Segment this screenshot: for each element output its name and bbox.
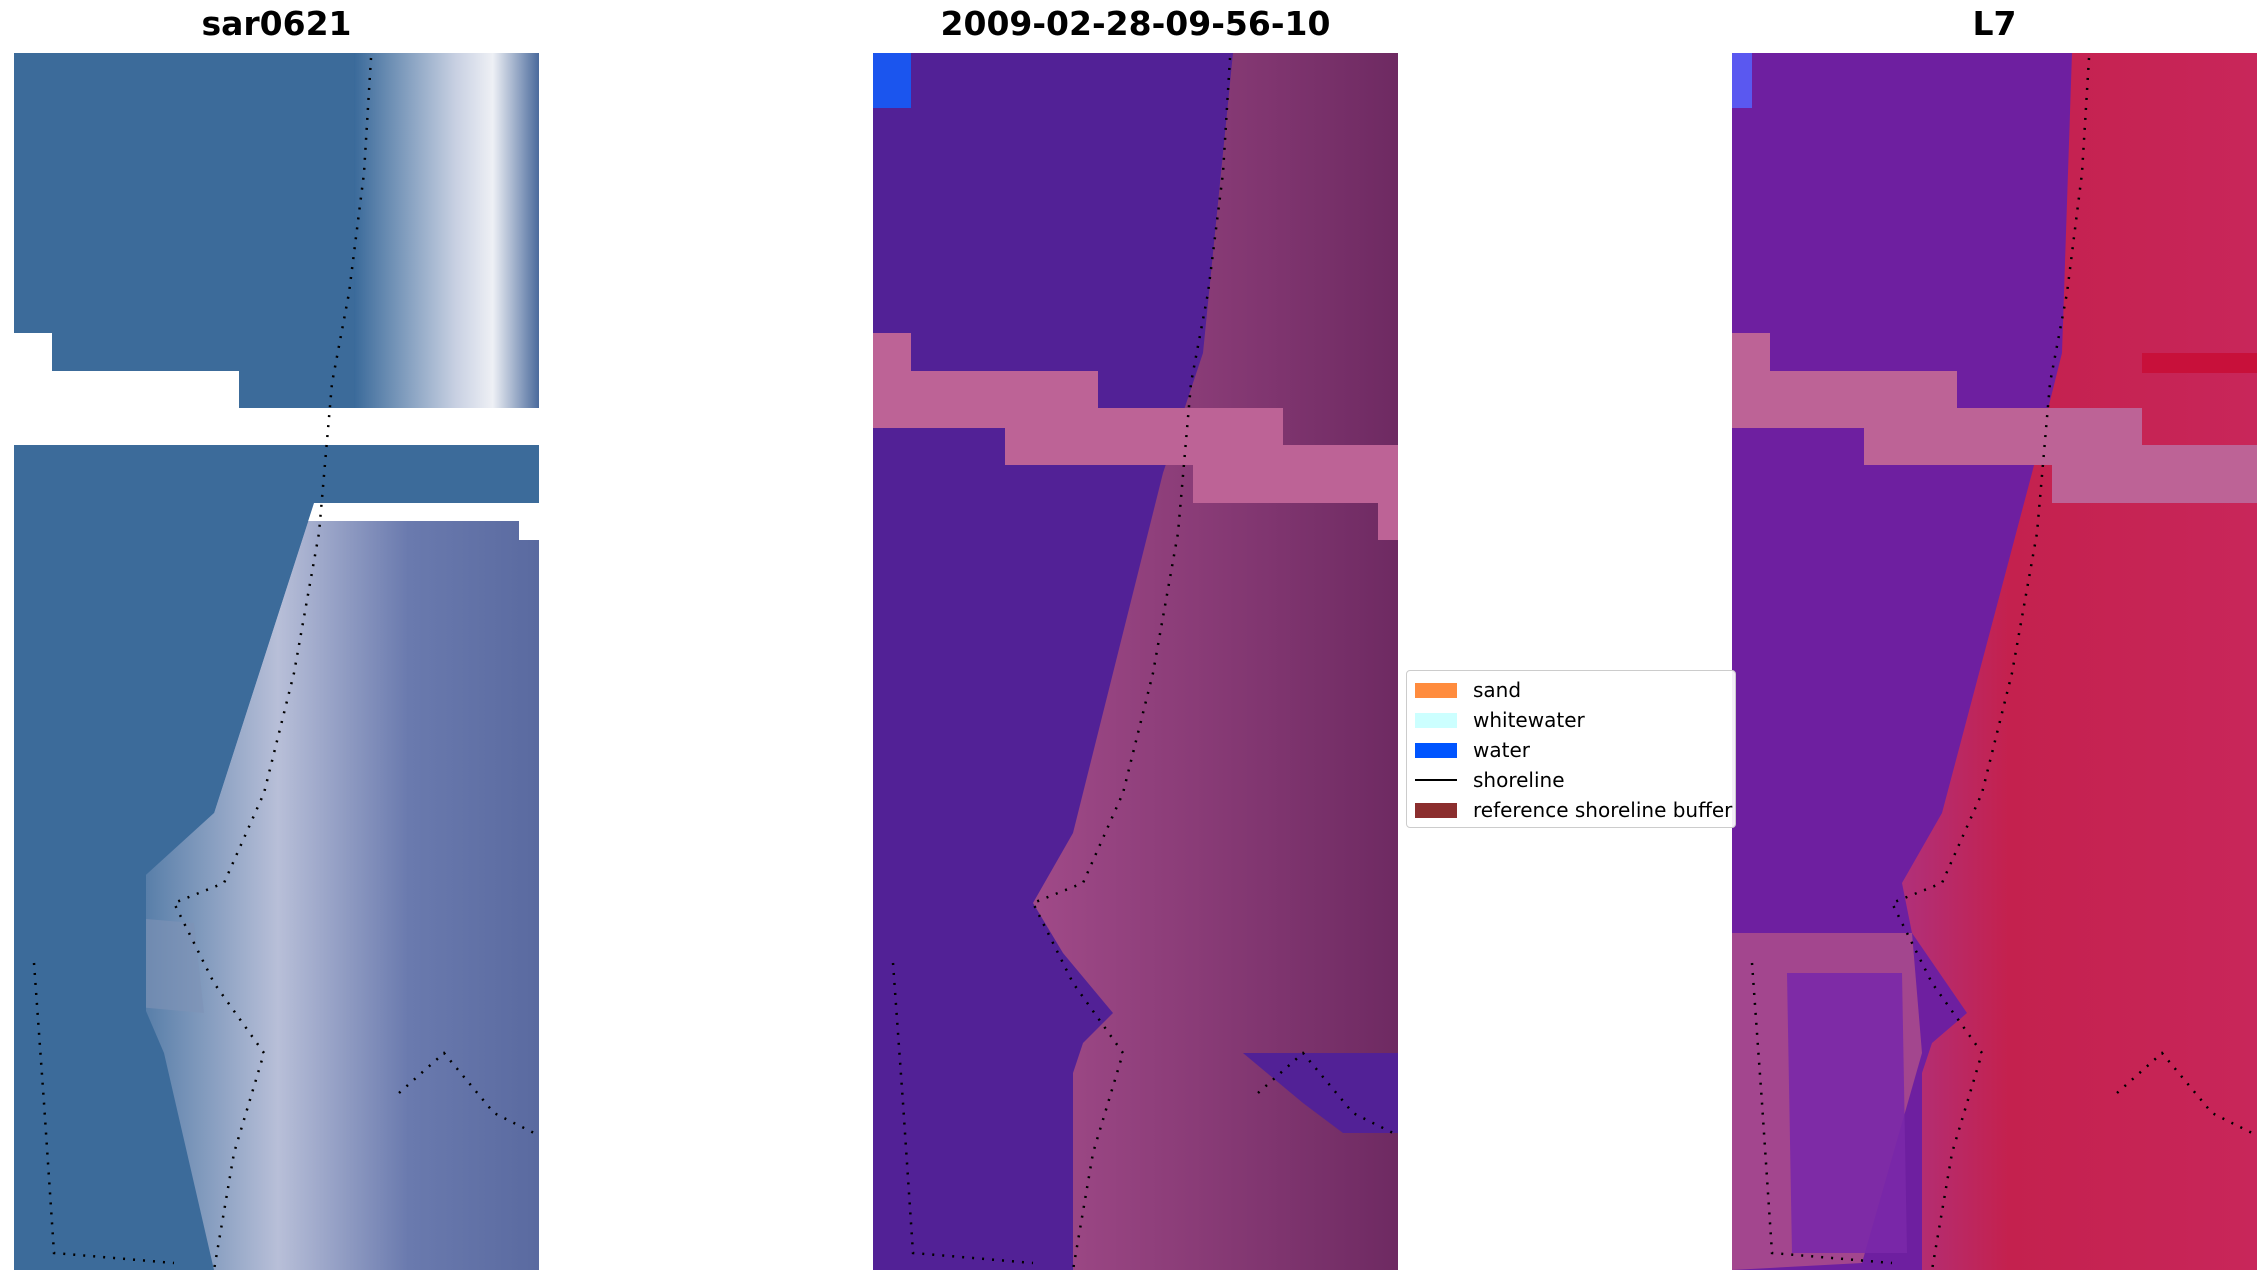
legend-item-whitewater: whitewater — [1415, 708, 1585, 732]
legend-item-water: water — [1415, 738, 1530, 762]
panel-title-date: 2009-02-28-09-56-10 — [940, 4, 1331, 43]
legend: sand whitewater water shoreline referenc… — [1406, 670, 1736, 828]
rgb-satellite-image — [14, 53, 539, 1270]
legend-item-shoreline: shoreline — [1415, 768, 1565, 792]
index-image — [1732, 53, 2257, 1270]
water-patch — [873, 53, 911, 108]
buffer-swatch — [1415, 802, 1457, 818]
shoreline-line-swatch — [1415, 779, 1457, 781]
sand-swatch — [1415, 682, 1457, 698]
classified-image — [873, 53, 1398, 1270]
land-class — [1033, 53, 1398, 1270]
nodata-gap — [14, 333, 539, 445]
surf-zone-upper — [354, 53, 539, 443]
panel-title-rgb: sar0621 — [201, 4, 352, 43]
legend-item-sand: sand — [1415, 678, 1521, 702]
surf-zone-lower — [104, 503, 539, 1270]
panel-title-index: L7 — [1972, 4, 2017, 43]
nodata-band — [873, 333, 1398, 540]
whitewater-swatch — [1415, 712, 1457, 728]
legend-item-reference-shoreline-buffer: reference shoreline buffer — [1415, 798, 1732, 822]
water-swatch — [1415, 742, 1457, 758]
nodata-band — [1732, 333, 2257, 503]
